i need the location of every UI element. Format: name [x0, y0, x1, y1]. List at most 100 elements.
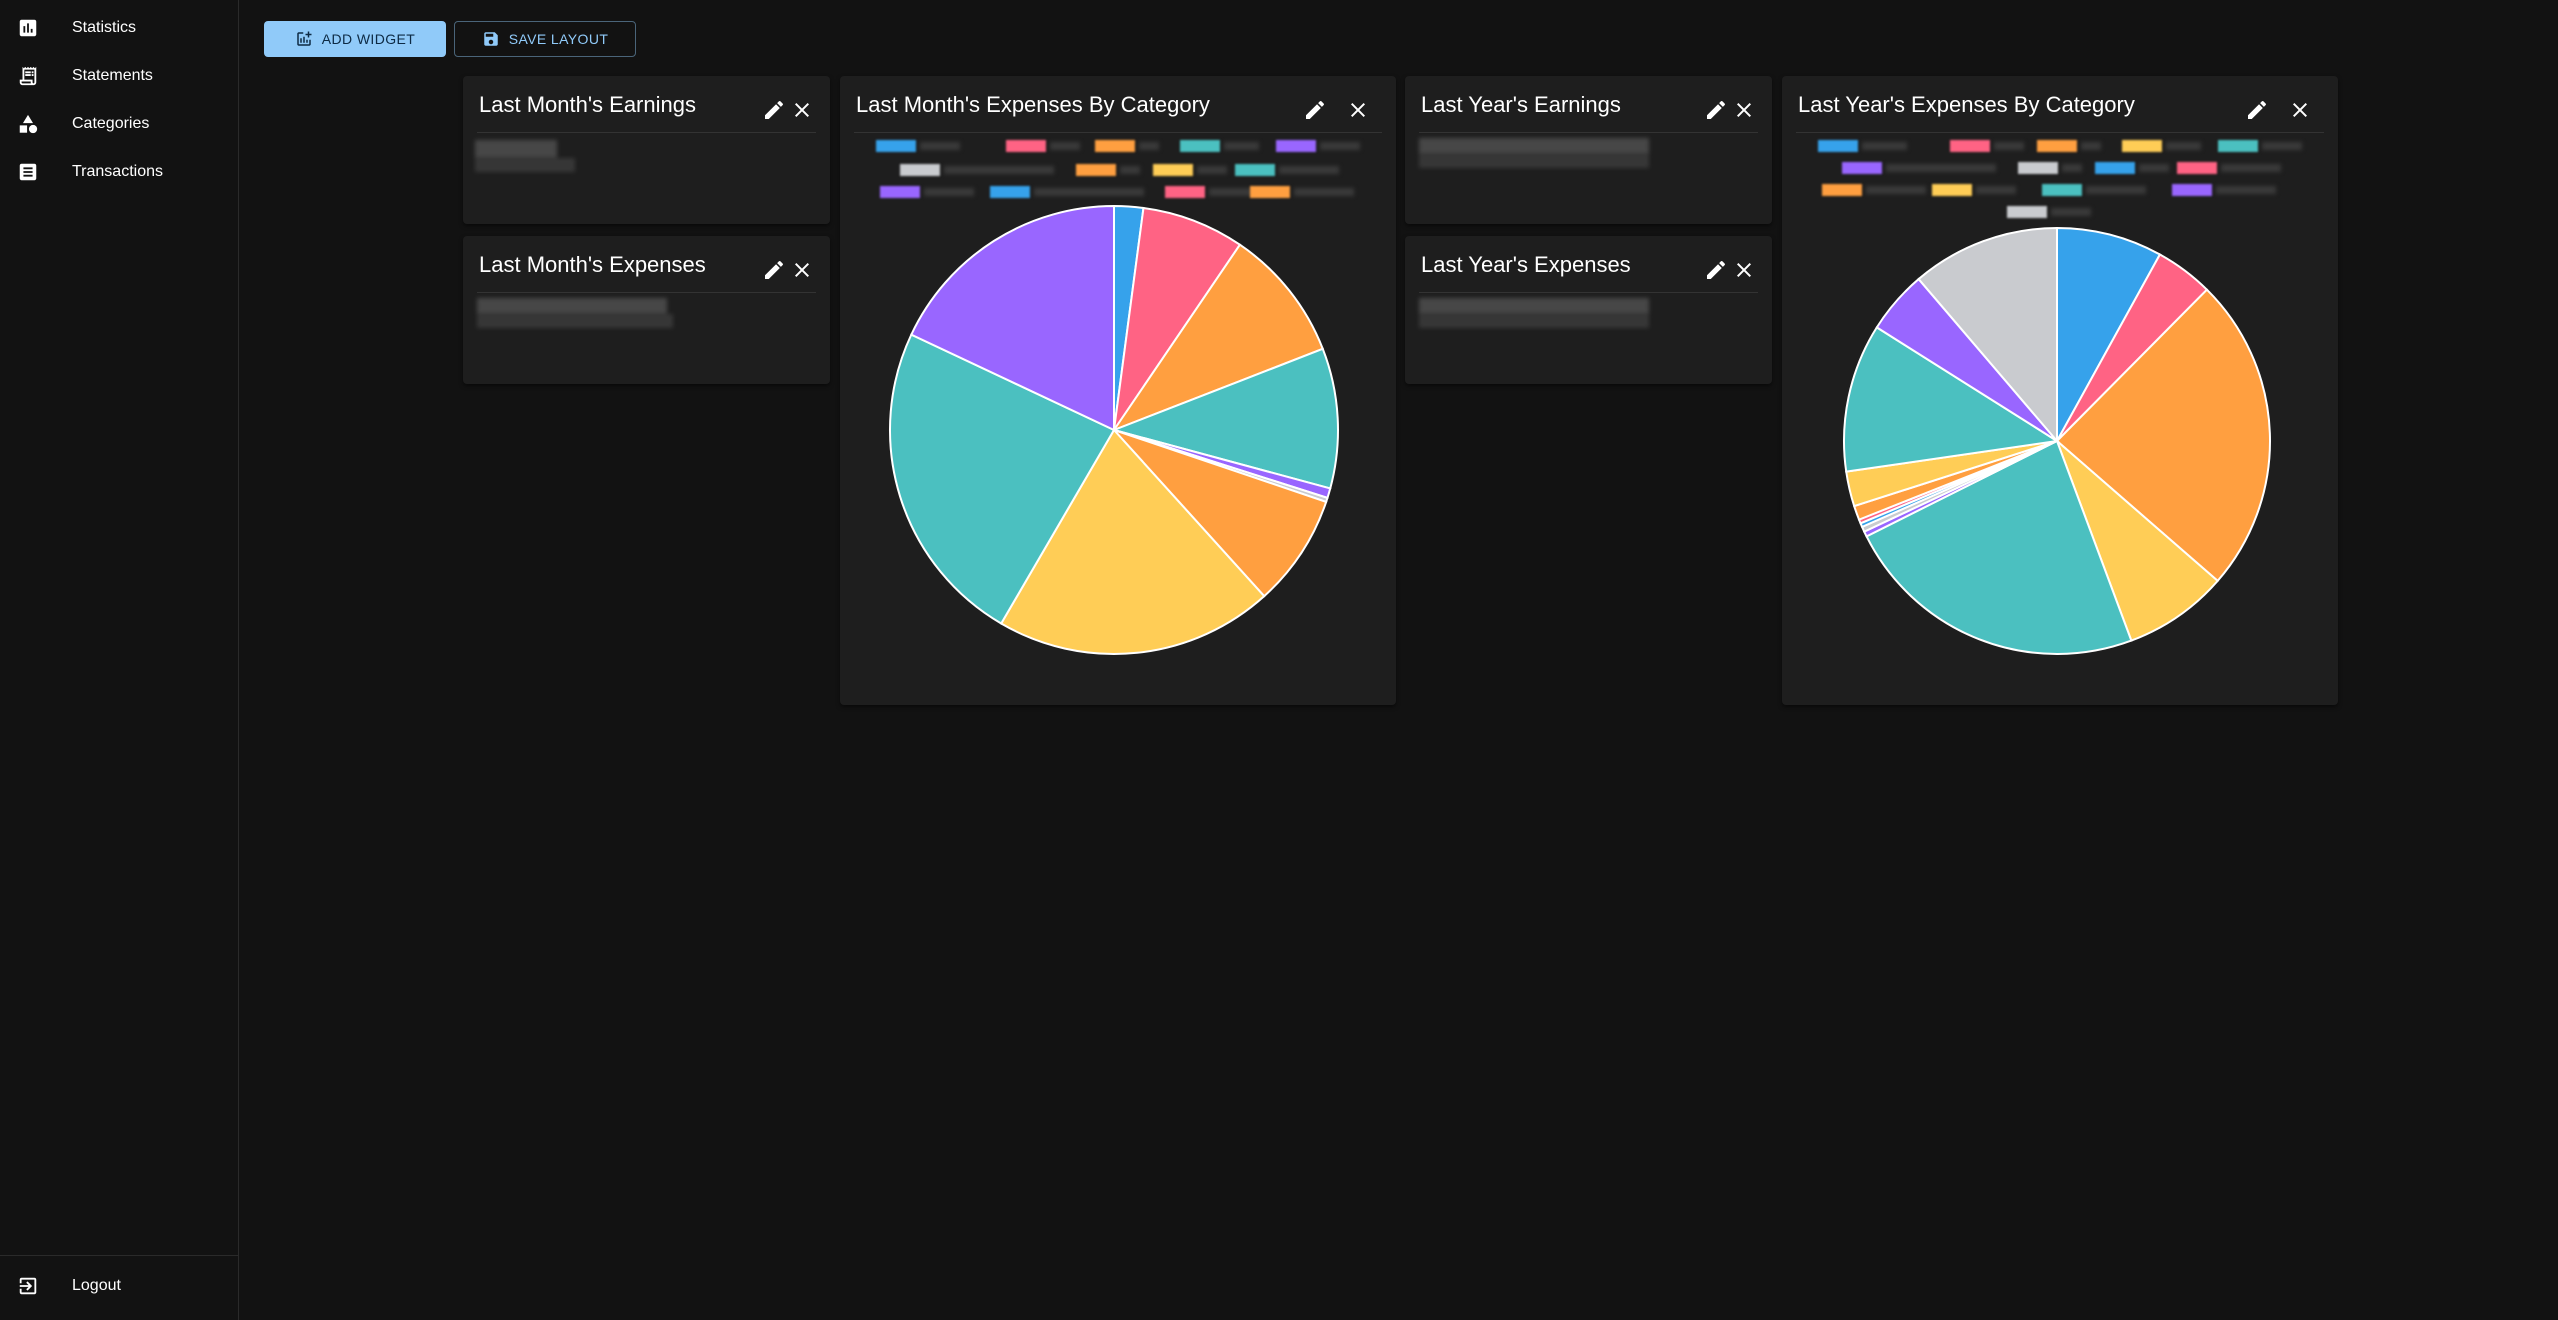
legend-swatch[interactable] — [1076, 164, 1116, 176]
legend-swatch[interactable] — [2218, 140, 2258, 152]
edit-icon[interactable] — [1303, 98, 1327, 122]
legend-swatch[interactable] — [1180, 140, 1220, 152]
sidebar: Statistics Statements Categories Transac… — [0, 0, 239, 1320]
legend-swatch[interactable] — [990, 186, 1030, 198]
legend-swatch[interactable] — [1235, 164, 1275, 176]
widget-divider — [477, 292, 816, 293]
redacted-value — [1419, 314, 1649, 328]
edit-icon[interactable] — [762, 258, 786, 282]
legend-label — [2051, 208, 2091, 216]
redacted-value — [1419, 138, 1649, 154]
pie-slice[interactable] — [1843, 326, 2060, 473]
pie-slice[interactable] — [2056, 440, 2220, 642]
redacted-value — [475, 140, 557, 158]
close-icon[interactable] — [1346, 98, 1370, 122]
pie-slice[interactable] — [1113, 206, 1242, 431]
legend-swatch[interactable] — [900, 164, 940, 176]
widget-last-month-expenses-by-category[interactable]: Last Month's Expenses By Category — [840, 76, 1396, 705]
category-shapes-icon — [19, 114, 38, 134]
edit-icon[interactable] — [1704, 258, 1728, 282]
close-icon[interactable] — [1732, 98, 1756, 122]
redacted-value — [477, 298, 667, 314]
legend-swatch[interactable] — [876, 140, 916, 152]
legend-label — [1994, 142, 2024, 150]
legend-swatch[interactable] — [2007, 206, 2047, 218]
pie-slice[interactable] — [1110, 427, 1328, 598]
legend-swatch[interactable] — [2095, 162, 2135, 174]
legend-label — [2221, 164, 2281, 172]
pie-slice[interactable] — [2056, 226, 2162, 442]
sidebar-item-transactions[interactable]: Transactions — [0, 150, 239, 194]
widget-title: Last Month's Expenses By Category — [856, 92, 1210, 117]
widget-last-month-expenses[interactable]: Last Month's Expenses — [463, 236, 830, 384]
pie-slice[interactable] — [2055, 288, 2271, 583]
legend-swatch[interactable] — [2042, 184, 2082, 196]
edit-icon[interactable] — [2245, 98, 2269, 122]
close-icon[interactable] — [1732, 258, 1756, 282]
add-widget-button[interactable]: ADD WIDGET — [264, 21, 446, 57]
pie-slice[interactable] — [889, 333, 1116, 625]
legend-label — [1197, 166, 1227, 174]
legend-swatch[interactable] — [1153, 164, 1193, 176]
save-layout-button[interactable]: SAVE LAYOUT — [454, 21, 636, 57]
redacted-value — [1419, 298, 1649, 314]
sidebar-item-statistics[interactable]: Statistics — [0, 6, 239, 50]
pie-slice[interactable] — [909, 204, 1115, 432]
widget-divider — [1419, 292, 1758, 293]
widget-divider — [1796, 132, 2324, 133]
legend-swatch[interactable] — [1276, 140, 1316, 152]
edit-icon[interactable] — [1704, 98, 1728, 122]
legend-label — [2216, 186, 2276, 194]
close-icon[interactable] — [790, 98, 814, 122]
redacted-value — [1419, 154, 1649, 168]
legend-swatch[interactable] — [1932, 184, 1972, 196]
widget-last-year-expenses-by-category[interactable]: Last Year's Expenses By Category — [1782, 76, 2338, 705]
legend-swatch[interactable] — [1950, 140, 1990, 152]
legend-swatch[interactable] — [2177, 162, 2217, 174]
logout-button[interactable]: Logout — [0, 1264, 239, 1308]
close-icon[interactable] — [2288, 98, 2312, 122]
legend-label — [2166, 142, 2201, 150]
edit-icon[interactable] — [762, 98, 786, 122]
sidebar-item-statements[interactable]: Statements — [0, 54, 239, 98]
redacted-value — [475, 158, 575, 172]
pie-slice[interactable] — [1111, 243, 1325, 433]
legend-swatch[interactable] — [2018, 162, 2058, 174]
legend-swatch[interactable] — [2172, 184, 2212, 196]
widget-last-month-earnings[interactable]: Last Month's Earnings — [463, 76, 830, 224]
sidebar-item-label: Statistics — [72, 19, 137, 36]
logout-icon — [19, 1277, 37, 1295]
pie-slice[interactable] — [999, 428, 1266, 655]
legend-label — [2139, 164, 2169, 172]
legend-label — [944, 166, 1054, 174]
legend-label — [1862, 142, 1907, 150]
add-widget-label: ADD WIDGET — [321, 31, 416, 47]
sidebar-item-label: Transactions — [72, 163, 163, 180]
pie-slice[interactable] — [1917, 226, 2058, 444]
add-chart-icon — [297, 31, 312, 46]
legend-swatch[interactable] — [1165, 186, 1205, 198]
sidebar-item-label: Statements — [72, 67, 153, 84]
pie-slice[interactable] — [1865, 439, 2133, 655]
legend-swatch[interactable] — [1842, 162, 1882, 174]
widget-last-year-earnings[interactable]: Last Year's Earnings — [1405, 76, 1772, 224]
widget-last-year-expenses[interactable]: Last Year's Expenses — [1405, 236, 1772, 384]
close-icon[interactable] — [790, 258, 814, 282]
legend-swatch[interactable] — [880, 186, 920, 198]
legend-swatch[interactable] — [2037, 140, 2077, 152]
save-layout-label: SAVE LAYOUT — [508, 31, 609, 47]
legend-swatch[interactable] — [1822, 184, 1862, 196]
widget-title: Last Month's Expenses — [479, 252, 706, 277]
legend-swatch[interactable] — [1095, 140, 1135, 152]
widget-title: Last Year's Expenses By Category — [1798, 92, 2135, 117]
legend-swatch[interactable] — [2122, 140, 2162, 152]
legend-swatch[interactable] — [1250, 186, 1290, 198]
sidebar-divider — [0, 1255, 239, 1256]
sidebar-item-categories[interactable]: Categories — [0, 102, 239, 146]
legend-label — [1209, 188, 1279, 196]
pie-chart — [889, 204, 1339, 655]
legend-swatch[interactable] — [1818, 140, 1858, 152]
pie-slice[interactable] — [1110, 347, 1339, 490]
legend-swatch[interactable] — [1006, 140, 1046, 152]
legend-label — [1279, 166, 1339, 174]
